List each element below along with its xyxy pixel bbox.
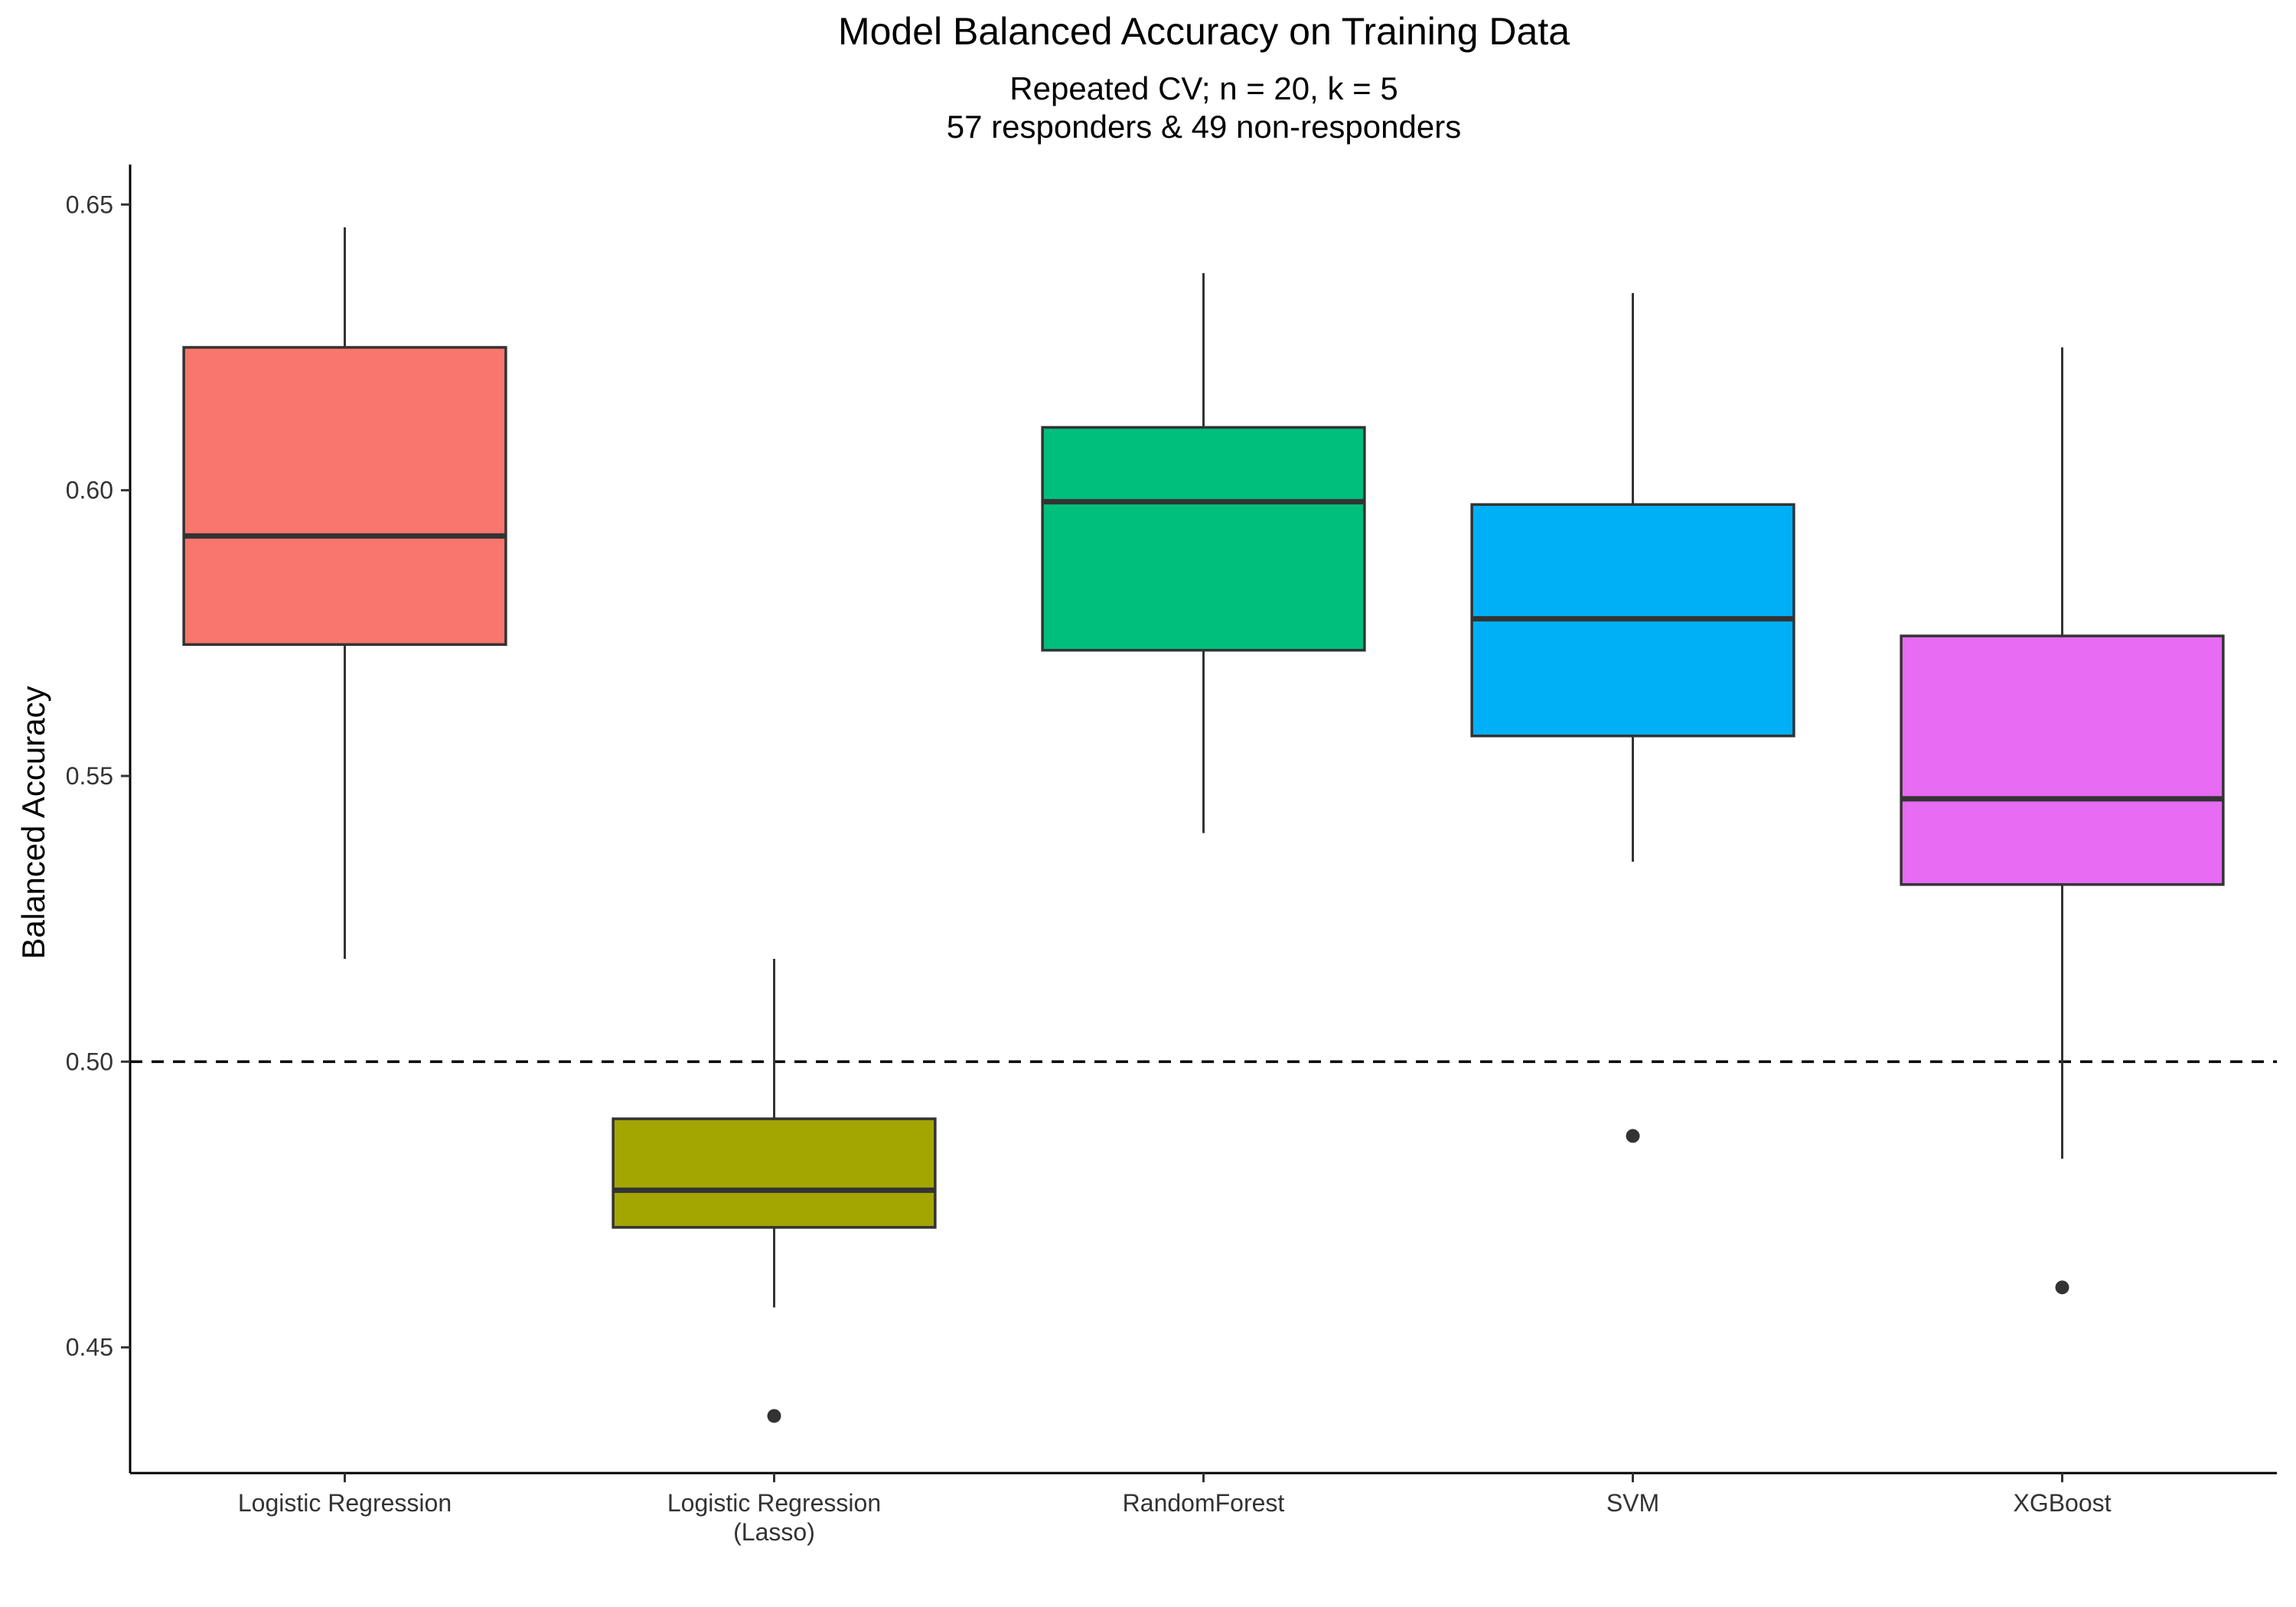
y-tick-label: 0.60 [66, 477, 113, 504]
chart-subtitle-line-2: 57 responders & 49 non-responders [947, 109, 1461, 145]
plot-area: 0.45 0.50 0.55 0.60 0.65 Logistic Regression L… [66, 165, 2277, 1546]
x-tick-label: Logistic Regression [238, 1489, 452, 1517]
x-tick-label: XGBoost [2013, 1489, 2111, 1517]
outlier-point [767, 1409, 781, 1423]
y-axis-label: Balanced Accuracy [15, 686, 51, 959]
x-tick-label: RandomForest [1123, 1489, 1285, 1517]
chart-subtitle-line-1: Repeated CV; n = 20, k = 5 [1009, 70, 1397, 106]
y-tick-label: 0.45 [66, 1334, 113, 1361]
y-tick-label: 0.65 [66, 191, 113, 218]
box-iqr [1900, 634, 2225, 886]
x-tick-label: Logistic Regression [667, 1489, 881, 1517]
box-iqr [1041, 425, 1366, 652]
outlier-point [1626, 1129, 1640, 1143]
chart-title: Model Balanced Accuracy on Training Data [838, 10, 1570, 53]
y-tick-label: 0.55 [66, 762, 113, 790]
x-tick-label: SVM [1606, 1489, 1659, 1517]
outlier-point [2055, 1280, 2069, 1295]
x-tick-label: (Lasso) [733, 1518, 815, 1546]
box-iqr [612, 1117, 937, 1229]
box-iqr [182, 346, 507, 646]
y-tick-label: 0.50 [66, 1048, 113, 1075]
